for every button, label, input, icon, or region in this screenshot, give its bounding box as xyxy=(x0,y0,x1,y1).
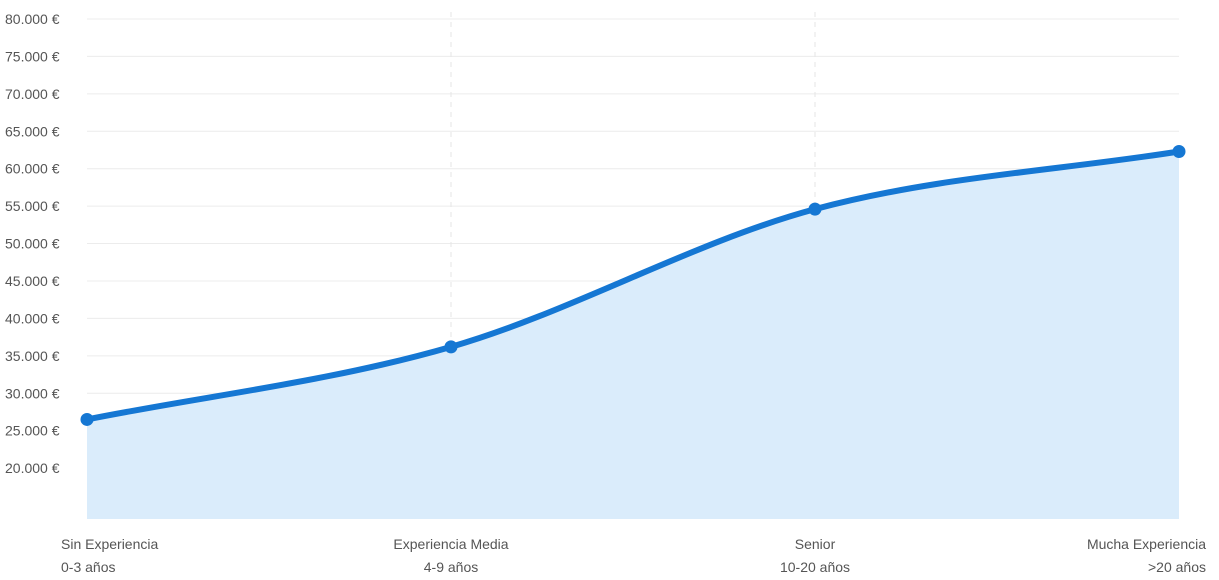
data-point[interactable] xyxy=(80,412,94,426)
x-tick-sublabel: 10-20 años xyxy=(780,559,850,575)
y-tick-label: 65.000 € xyxy=(5,123,60,139)
y-tick-label: 25.000 € xyxy=(5,423,60,439)
y-tick-label: 60.000 € xyxy=(5,161,60,177)
x-tick-label: Experiencia Media xyxy=(393,536,508,552)
x-axis-labels: Sin Experiencia 0-3 años Experiencia Media… xyxy=(61,536,1206,575)
x-tick-sublabel: >20 años xyxy=(1148,559,1206,575)
x-tick-sublabel: 0-3 años xyxy=(61,559,115,575)
y-tick-label: 55.000 € xyxy=(5,198,60,214)
y-tick-label: 45.000 € xyxy=(5,273,60,289)
area-fill xyxy=(87,151,1179,519)
x-tick-label: Senior xyxy=(795,536,836,552)
x-tick-label: Sin Experiencia xyxy=(61,536,158,552)
data-point[interactable] xyxy=(1172,144,1186,158)
series-line xyxy=(84,148,1182,423)
y-tick-label: 20.000 € xyxy=(5,460,60,476)
data-points xyxy=(80,144,1186,426)
y-tick-label: 80.000 € xyxy=(5,11,60,27)
y-axis-labels: 80.000 € 75.000 € 70.000 € 65.000 € 60.000 €… xyxy=(5,11,60,476)
y-tick-label: 70.000 € xyxy=(5,86,60,102)
data-point[interactable] xyxy=(444,340,458,354)
x-tick-label: Mucha Experiencia xyxy=(1087,536,1206,552)
x-tick-sublabel: 4-9 años xyxy=(424,559,478,575)
y-tick-label: 35.000 € xyxy=(5,348,60,364)
y-tick-label: 50.000 € xyxy=(5,236,60,252)
y-tick-label: 30.000 € xyxy=(5,385,60,401)
y-tick-label: 75.000 € xyxy=(5,48,60,64)
y-tick-label: 40.000 € xyxy=(5,310,60,326)
data-point[interactable] xyxy=(808,202,822,216)
